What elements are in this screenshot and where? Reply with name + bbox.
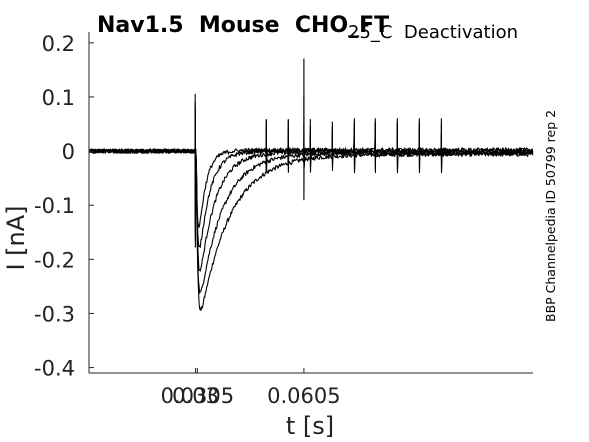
trace-line-1	[89, 58, 534, 312]
y-axis-label: I [nA]	[2, 205, 30, 271]
trace-line-5	[89, 118, 534, 228]
y-tick-label-6: 0.2	[42, 32, 75, 56]
trace-line-4	[89, 112, 534, 248]
x-tick-label-2: 0.0605	[267, 384, 340, 408]
chart-side-label: BBP Channelpedia ID 50799 rep 2	[543, 109, 558, 322]
y-tick-label-3: -0.1	[34, 194, 75, 218]
y-tick-label-0: -0.4	[34, 357, 75, 381]
x-tick-label-1: 0.0305	[161, 384, 234, 408]
trace-line-3	[89, 107, 534, 272]
y-tick-label-4: 0	[62, 140, 75, 164]
y-tick-label-2: -0.2	[34, 248, 75, 272]
trace-line-2	[89, 96, 534, 294]
y-tick-label-1: -0.3	[34, 302, 75, 326]
chart-subtitle: 25_C Deactivation	[348, 22, 518, 43]
chart-title: Nav1.5 Mouse CHO_FT	[97, 13, 390, 38]
y-tick-label-5: 0.1	[42, 86, 75, 110]
axes-group: -0.4 -0.3 -0.2 -0.1 0 0.1 0.2 0.030.0305 0.0605	[34, 32, 533, 408]
x-tick-label-0: 0.03	[172, 384, 219, 408]
trace-group	[89, 58, 534, 312]
x-axis-label: t [s]	[285, 412, 335, 440]
